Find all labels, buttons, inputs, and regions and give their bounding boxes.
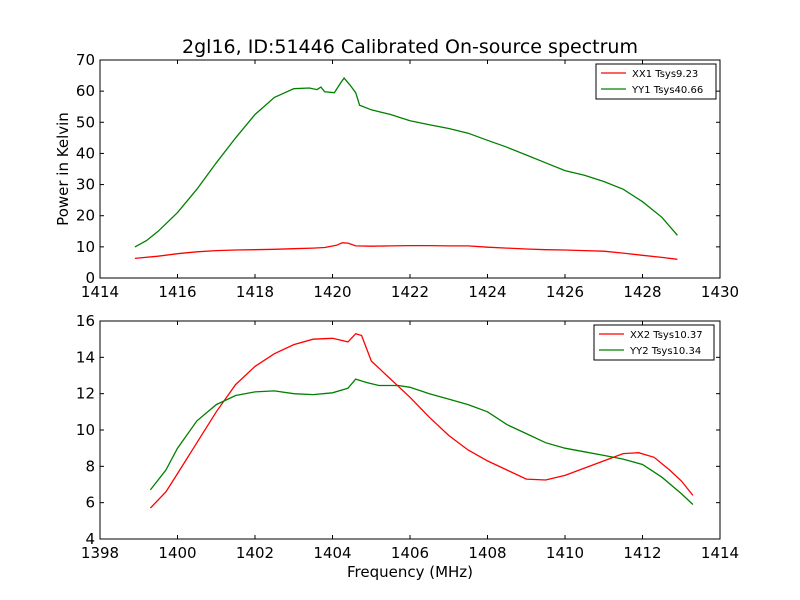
bottom-x-axis-label: Frequency (MHz) (347, 563, 473, 581)
top-x-tick-label: 1416 (158, 283, 196, 301)
bottom-x-tick-label: 1410 (546, 544, 584, 562)
top-y-tick-label: 70 (76, 51, 95, 69)
bottom-series-yy2-line (149, 378, 694, 505)
bottom-x-tick-label: 1398 (81, 544, 119, 562)
top-x-tick-label: 1426 (546, 283, 584, 301)
top-y-tick-label: 60 (76, 82, 95, 100)
top-x-tick-label: 1430 (701, 283, 739, 301)
bottom-legend: XX2 Tsys10.37 YY2 Tsys10.34 (593, 324, 715, 361)
top-y-tick-label: 10 (76, 238, 95, 256)
bottom-y-tick-label: 14 (76, 348, 95, 366)
bottom-x-tick-label: 1408 (468, 544, 506, 562)
bottom-legend-label: XX2 Tsys10.37 (630, 330, 703, 341)
top-y-ticks: 0 10 20 30 40 50 60 70 (76, 51, 720, 287)
top-y-axis-label: Power in Kelvin (54, 112, 72, 226)
bottom-y-tick-label: 12 (76, 385, 95, 403)
top-x-ticks: 1414 1416 1418 1420 1422 1424 1426 1428 1430 (81, 60, 739, 301)
bottom-x-tick-label: 1400 (158, 544, 196, 562)
top-plot-series (134, 77, 678, 260)
bottom-x-tick-label: 1404 (313, 544, 351, 562)
bottom-x-tick-label: 1412 (623, 544, 661, 562)
top-y-tick-label: 20 (76, 207, 95, 225)
top-y-tick-label: 30 (76, 176, 95, 194)
bottom-y-ticks: 4 6 8 10 12 14 16 (76, 312, 720, 548)
bottom-panel: 1398 1400 1402 1404 1406 1408 1410 1412 1414 468… (76, 312, 739, 581)
bottom-y-tick-label: 4 (85, 530, 95, 548)
top-x-tick-label: 1422 (391, 283, 429, 301)
top-x-tick-label: 1420 (313, 283, 351, 301)
top-y-tick-label: 0 (85, 269, 95, 287)
bottom-y-tick-label: 10 (76, 421, 95, 439)
bottom-y-tick-label: 6 (85, 494, 95, 512)
bottom-y-tick-label: 16 (76, 312, 95, 330)
top-legend: XX1 Tsys9.23 YY1 Tsys40.66 (595, 63, 717, 100)
top-legend-box (595, 63, 717, 100)
bottom-legend-box (593, 324, 715, 361)
top-series-xx1-line (134, 242, 678, 260)
bottom-y-tick-label: 8 (85, 457, 95, 475)
bottom-x-tick-label: 1414 (701, 544, 739, 562)
top-x-tick-label: 1428 (623, 283, 661, 301)
top-y-tick-label: 50 (76, 113, 95, 131)
bottom-x-ticks: 1398 1400 1402 1404 1406 1408 1410 1412 1414 (81, 321, 739, 562)
top-x-tick-label: 1424 (468, 283, 506, 301)
bottom-x-tick-label: 1402 (236, 544, 274, 562)
bottom-plot-series (149, 332, 694, 509)
top-legend-label: XX1 Tsys9.23 (632, 69, 698, 80)
top-series-yy1-line (134, 77, 678, 248)
top-x-tick-label: 1414 (81, 283, 119, 301)
top-x-tick-label: 1418 (236, 283, 274, 301)
bottom-x-tick-label: 1406 (391, 544, 429, 562)
bottom-legend-label: YY2 Tsys10.34 (629, 346, 701, 357)
top-panel: 1414 1416 1418 1420 1422 1424 1426 1428 1430 0 10… (54, 51, 739, 301)
top-y-tick-label: 40 (76, 144, 95, 162)
top-legend-label: YY1 Tsys40.66 (631, 85, 703, 96)
figure-title: 2gl16, ID:51446 Calibrated On-source spe… (182, 36, 638, 58)
bottom-series-xx2-line (149, 332, 694, 509)
